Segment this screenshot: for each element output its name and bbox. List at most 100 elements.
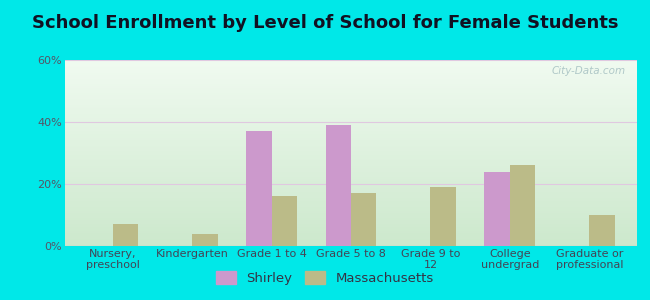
Bar [65, 203, 637, 205]
Bar [65, 119, 637, 122]
Bar [65, 231, 637, 233]
Bar [65, 181, 637, 183]
Bar [65, 140, 637, 142]
Bar [65, 71, 637, 73]
Bar [65, 105, 637, 106]
Bar [65, 157, 637, 159]
Bar [65, 103, 637, 105]
Bar [65, 201, 637, 203]
Bar [65, 118, 637, 119]
Bar [65, 235, 637, 237]
Bar [65, 92, 637, 94]
Bar [65, 175, 637, 177]
Bar [65, 62, 637, 64]
Bar [65, 138, 637, 140]
Bar [65, 179, 637, 181]
Bar [65, 159, 637, 161]
Bar [65, 153, 637, 155]
Bar [65, 229, 637, 231]
Bar [65, 238, 637, 240]
Bar [65, 162, 637, 164]
Bar [484, 172, 510, 246]
Bar [65, 116, 637, 118]
Bar [65, 69, 637, 71]
Bar [65, 172, 637, 173]
Bar [65, 227, 637, 229]
Bar [65, 131, 637, 133]
Bar [65, 233, 637, 235]
Bar [65, 123, 637, 125]
Bar [65, 106, 637, 108]
Bar [246, 131, 272, 246]
Bar [65, 183, 637, 184]
Bar [65, 129, 637, 131]
Bar [65, 146, 637, 147]
Bar [65, 144, 637, 146]
Bar [65, 127, 637, 129]
Bar [65, 125, 637, 127]
Bar [65, 198, 637, 200]
Bar [65, 64, 637, 66]
Bar [65, 151, 637, 153]
Bar [65, 79, 637, 80]
Bar [65, 147, 637, 149]
Bar [65, 187, 637, 188]
Bar [65, 164, 637, 166]
Bar [65, 188, 637, 190]
Bar [65, 184, 637, 187]
Bar [65, 155, 637, 157]
Bar [65, 212, 637, 214]
Bar [65, 136, 637, 138]
Bar [65, 133, 637, 134]
Bar [65, 60, 637, 62]
Bar [65, 95, 637, 97]
Bar [65, 149, 637, 151]
Bar [326, 125, 351, 246]
Bar [65, 190, 637, 192]
Bar [510, 165, 536, 246]
Bar [65, 112, 637, 114]
Bar [430, 187, 456, 246]
Bar [65, 220, 637, 222]
Bar [192, 234, 218, 246]
Bar [65, 75, 637, 77]
Text: City-Data.com: City-Data.com [551, 66, 625, 76]
Bar [65, 68, 637, 69]
Bar [65, 110, 637, 112]
Bar [65, 222, 637, 224]
Bar [65, 192, 637, 194]
Bar [65, 211, 637, 212]
Bar [65, 214, 637, 216]
Text: School Enrollment by Level of School for Female Students: School Enrollment by Level of School for… [32, 14, 618, 32]
Bar [65, 226, 637, 227]
Bar [65, 237, 637, 239]
Legend: Shirley, Massachusetts: Shirley, Massachusetts [211, 266, 439, 290]
Bar [65, 114, 637, 116]
Bar [65, 207, 637, 209]
Bar [65, 86, 637, 88]
Bar [112, 224, 138, 246]
Bar [65, 66, 637, 68]
Bar [65, 205, 637, 207]
Bar [65, 80, 637, 82]
Bar [65, 77, 637, 79]
Bar [65, 218, 637, 220]
Bar [65, 170, 637, 172]
Bar [65, 97, 637, 99]
Bar [65, 101, 637, 103]
Bar [65, 244, 637, 246]
Bar [65, 94, 637, 95]
Bar [65, 108, 637, 110]
Bar [65, 216, 637, 218]
Bar [65, 88, 637, 90]
Bar [65, 196, 637, 198]
Bar [65, 168, 637, 170]
Bar [351, 193, 376, 246]
Bar [65, 122, 637, 123]
Bar [65, 73, 637, 75]
Bar [65, 82, 637, 84]
Bar [65, 166, 637, 168]
Bar [65, 134, 637, 136]
Bar [272, 196, 297, 246]
Bar [65, 242, 637, 244]
